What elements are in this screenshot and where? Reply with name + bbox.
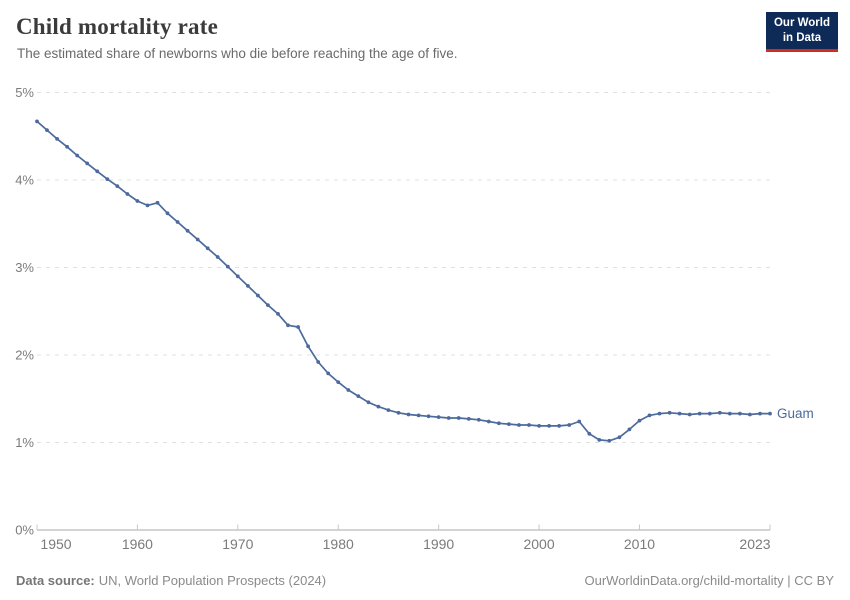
data-points [35,119,772,443]
series-label: Guam [777,406,814,421]
y-gridlines [37,92,770,443]
chart-header: Child mortality rate The estimated share… [0,0,850,61]
data-source: Data source: UN, World Population Prospec… [16,573,326,588]
data-source-label: Data source: [16,573,95,588]
svg-text:2023: 2023 [739,536,770,552]
x-axis: 1950 1960 1970 1980 1990 2000 2010 2023 [36,524,771,552]
svg-text:1980: 1980 [323,536,354,552]
page-title: Child mortality rate [16,14,219,39]
data-source-text: UN, World Population Prospects (2024) [98,573,327,588]
svg-text:1%: 1% [15,435,34,450]
svg-text:1950: 1950 [40,536,71,552]
owid-logo-line2: in Data [782,31,822,44]
attribution: OurWorldinData.org/child-mortality | CC … [584,573,835,588]
svg-text:5%: 5% [15,85,34,100]
svg-text:1970: 1970 [222,536,253,552]
series-guam: Guam [35,119,814,443]
svg-text:1990: 1990 [423,536,454,552]
owid-logo: Our World in Data [765,12,838,52]
svg-text:0%: 0% [15,523,34,538]
svg-text:1960: 1960 [122,536,153,552]
svg-text:2000: 2000 [523,536,554,552]
svg-text:4%: 4% [15,173,34,188]
y-axis-labels: 0% 1% 2% 3% 4% 5% [15,85,34,538]
svg-text:2010: 2010 [624,536,655,552]
svg-text:2%: 2% [15,348,34,363]
svg-text:3%: 3% [15,260,34,275]
chart-footer: Data source: UN, World Population Prospec… [16,573,834,588]
owid-logo-line1: Our World [773,17,830,29]
chart-subtitle: The estimated share of newborns who die … [17,46,458,61]
